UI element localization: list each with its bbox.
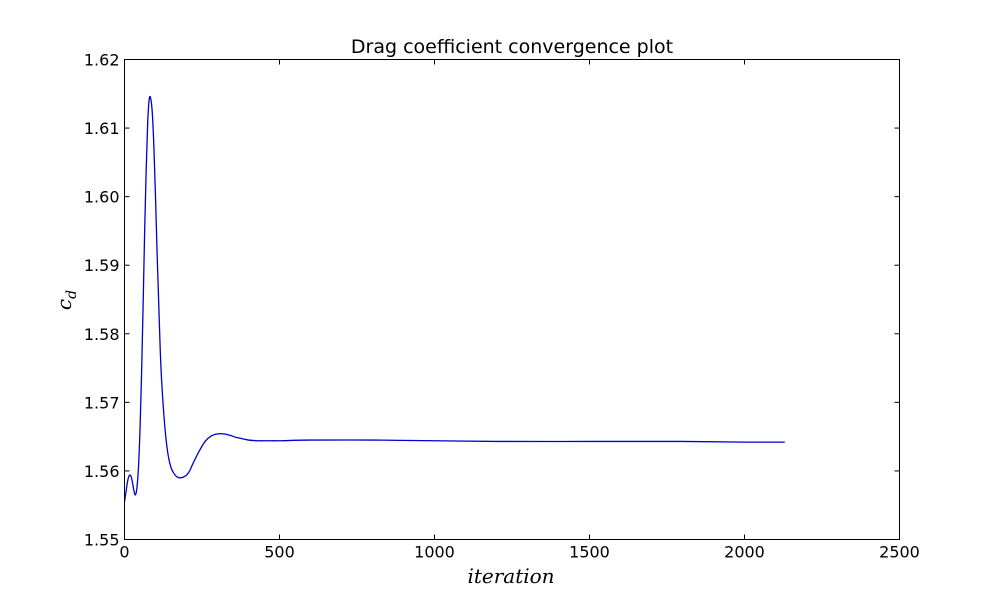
- x-axis-label: iteration: [467, 564, 554, 588]
- x-tick-label: 1000: [414, 543, 455, 562]
- series-line-cd: [125, 96, 785, 501]
- plot-area: [125, 96, 785, 501]
- y-tick-label: 1.57: [84, 393, 120, 412]
- svg-text:cd: cd: [52, 290, 80, 310]
- y-tick-label: 1.55: [84, 531, 120, 550]
- chart-title: Drag coefficient convergence plot: [351, 36, 673, 58]
- y-tick-label: 1.61: [84, 119, 120, 138]
- x-tick-label: 2500: [879, 543, 920, 562]
- y-axis-label-subscript: d: [64, 290, 80, 299]
- axis-ticks: 0 500 1000 1500 2000 2500 1.55 1.56 1.57 1.58 1.59…: [84, 51, 920, 562]
- x-tick-label: 2000: [724, 543, 765, 562]
- y-tick-label: 1.59: [84, 256, 120, 275]
- x-tick-label: 0: [119, 543, 129, 562]
- x-tick-label: 500: [264, 543, 295, 562]
- y-tick-label: 1.62: [84, 51, 120, 70]
- y-axis-label: c: [52, 299, 76, 310]
- y-axis-label-group: cd: [52, 290, 80, 310]
- y-tick-label: 1.56: [84, 462, 120, 481]
- x-tick-label: 1500: [569, 543, 610, 562]
- y-tick-label: 1.60: [84, 188, 120, 207]
- plot-frame: [125, 60, 900, 540]
- y-tick-label: 1.58: [84, 325, 120, 344]
